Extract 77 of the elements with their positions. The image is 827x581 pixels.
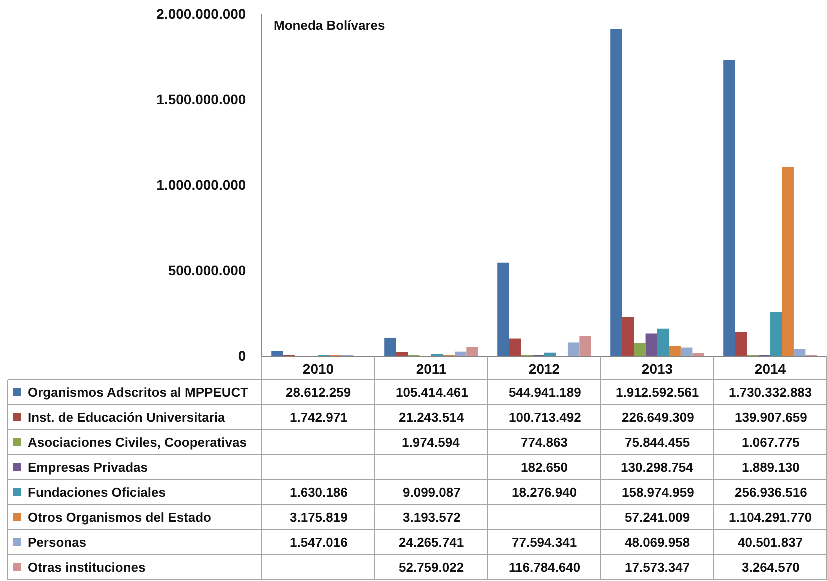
bar [498, 262, 510, 356]
x-tick-label: 2013 [642, 360, 674, 377]
data-label: 9.099.087 [403, 485, 461, 500]
data-label: 75.844.455 [625, 435, 690, 450]
data-label: 3.193.572 [403, 510, 461, 525]
bar [724, 60, 736, 356]
y-tick-label: 1.500.000.000 [156, 91, 246, 108]
x-tick-label: 2011 [416, 360, 447, 377]
data-label: 57.241.009 [625, 510, 690, 525]
bar [544, 352, 556, 356]
legend-label: Otras instituciones [28, 560, 146, 575]
bar [634, 343, 646, 356]
bar [658, 328, 670, 356]
data-label: 3.264.570 [742, 560, 800, 575]
data-label: 105.414.461 [396, 385, 468, 400]
data-label: 3.175.819 [290, 510, 348, 525]
bar [454, 352, 467, 356]
data-label: 158.974.959 [622, 485, 694, 500]
y-tick-label: 0 [238, 348, 246, 364]
bar [646, 334, 658, 356]
bar [735, 332, 748, 356]
data-label: 24.265.741 [399, 535, 464, 550]
data-label: 40.501.837 [738, 535, 804, 550]
data-label: 1.974.594 [402, 435, 461, 450]
bar [396, 352, 408, 356]
bar [680, 348, 693, 356]
legend-label: Asociaciones Civiles, Cooperativas [28, 435, 247, 450]
legend-label: Organismos Adscritos al MPPEUCT [28, 385, 249, 400]
bar [384, 338, 396, 356]
y-tick-label: 500.000.000 [168, 262, 246, 278]
data-label: 116.784.640 [509, 560, 581, 575]
x-tick-label: 2014 [754, 360, 786, 377]
data-label: 48.069.958 [625, 535, 690, 550]
legend-label: Personas [28, 535, 87, 550]
x-tick-label: 2012 [528, 360, 560, 377]
data-label: 130.298.754 [621, 460, 694, 475]
legend-label: Empresas Privadas [28, 460, 148, 475]
bar [782, 167, 794, 356]
data-label: 100.713.492 [509, 410, 582, 425]
bar [568, 342, 580, 356]
y-tick-label: 1.000.000.000 [156, 176, 246, 193]
data-label: 139.907.659 [735, 410, 808, 425]
data-label: 1.630.186 [290, 485, 348, 500]
bar [509, 338, 522, 356]
data-label: 1.912.592.561 [616, 385, 700, 400]
data-label: 774.863 [521, 435, 568, 450]
data-label: 1.104.291.770 [729, 510, 812, 525]
data-label: 226.649.309 [622, 410, 694, 425]
data-label: 77.594.341 [512, 535, 578, 550]
y-tick-label: 2.000.000.000 [156, 6, 246, 22]
bar [794, 349, 806, 356]
bar [770, 312, 782, 356]
data-label: 21.243.514 [399, 410, 465, 425]
data-label: 1.067.775 [742, 435, 800, 450]
bar [669, 346, 681, 356]
data-label: 544.941.189 [509, 385, 582, 400]
data-label: 182.650 [521, 460, 568, 475]
data-label: 28.612.259 [286, 385, 352, 400]
data-label: 18.276.940 [512, 485, 578, 500]
annotation: Moneda Bolívares [274, 18, 386, 33]
bar [622, 317, 634, 356]
legend-label: Fundaciones Oficiales [28, 485, 166, 500]
data-label: 1.742.971 [290, 410, 348, 425]
data-label: 1.547.016 [290, 535, 348, 550]
bar [272, 351, 284, 356]
legend-label: Otros Organismos del Estado [28, 510, 212, 525]
x-tick-label: 2010 [302, 360, 334, 377]
data-label: 52.759.022 [399, 560, 464, 575]
bar [580, 336, 592, 356]
bar [466, 346, 478, 356]
data-label: 1.730.332.883 [729, 385, 812, 400]
bar [692, 352, 704, 356]
legend-label: Inst. de Educación Universitaria [28, 410, 226, 425]
data-label: 256.936.516 [735, 485, 808, 500]
bar [610, 28, 622, 356]
data-label: 17.573.347 [625, 560, 690, 575]
data-label: 1.889.130 [742, 460, 800, 475]
